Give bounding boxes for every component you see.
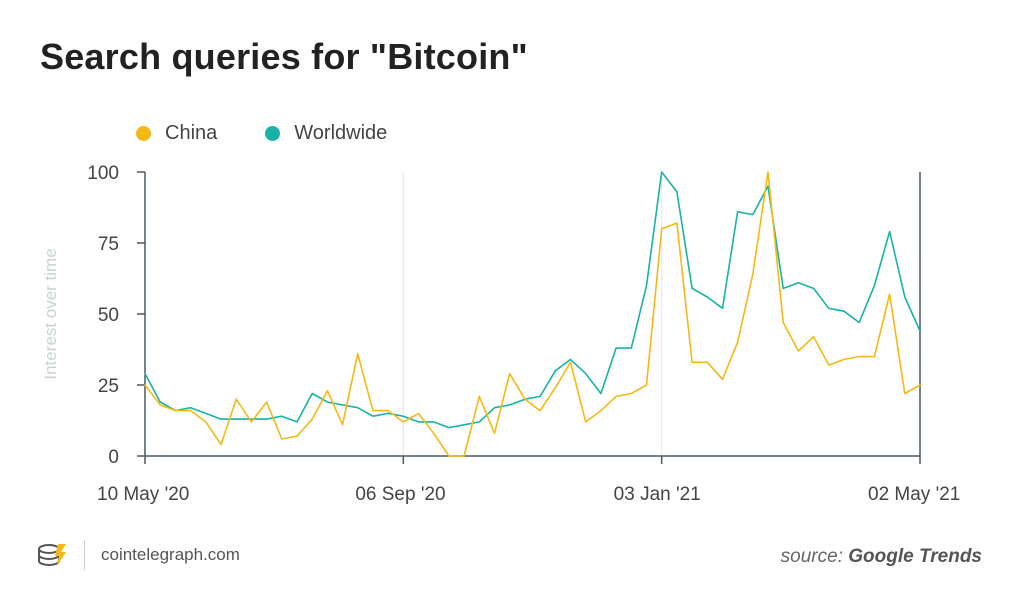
footer-separator bbox=[84, 540, 85, 570]
legend-dot-worldwide bbox=[265, 126, 281, 141]
y-tick-label: 50 bbox=[98, 305, 119, 326]
legend-item-china: China bbox=[136, 122, 217, 145]
footer-brand-text: cointelegraph.com bbox=[101, 545, 240, 564]
chart-source: source: Google Trends bbox=[781, 546, 982, 568]
chart-title: Search queries for "Bitcoin" bbox=[40, 36, 528, 77]
x-tick-label: 10 May '20 bbox=[97, 484, 189, 505]
legend-label-worldwide: Worldwide bbox=[294, 122, 388, 144]
y-tick-label: 100 bbox=[87, 163, 119, 184]
cointelegraph-logo-icon bbox=[38, 544, 66, 566]
legend-dot-china bbox=[136, 126, 151, 141]
footer-brand: cointelegraph.com bbox=[36, 540, 240, 570]
x-tick-label: 02 May '21 bbox=[868, 484, 960, 505]
legend-label-china: China bbox=[165, 122, 218, 144]
x-tick-label: 03 Jan '21 bbox=[614, 484, 701, 505]
y-tick-label: 25 bbox=[98, 376, 119, 397]
series-line-worldwide bbox=[144, 171, 921, 429]
source-name: Google Trends bbox=[848, 546, 982, 567]
y-tick-label: 75 bbox=[98, 234, 119, 255]
chart-legend: China Worldwide bbox=[136, 122, 435, 145]
source-prefix: source: bbox=[780, 546, 843, 567]
y-axis-title: Interest over time bbox=[41, 248, 60, 379]
legend-item-worldwide: Worldwide bbox=[265, 122, 387, 145]
series-line-china bbox=[144, 171, 921, 457]
x-tick-label: 06 Sep '20 bbox=[355, 484, 445, 505]
y-tick-label: 0 bbox=[108, 447, 119, 468]
